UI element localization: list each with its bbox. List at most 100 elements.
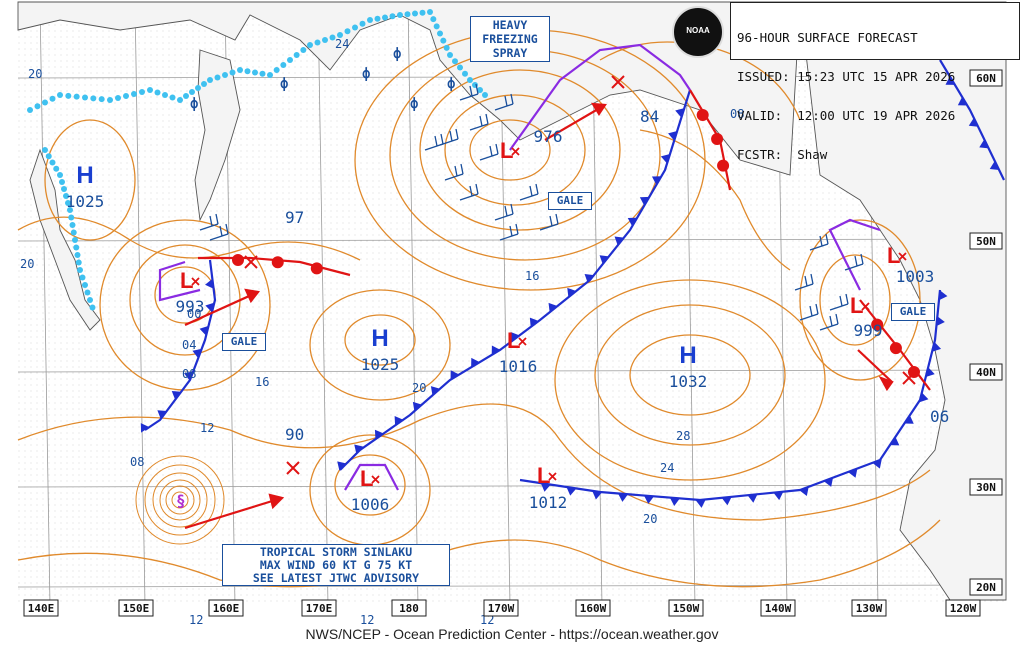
low-symbol: L — [850, 293, 863, 318]
noaa-logo: NOAA — [672, 6, 724, 58]
ice-accretion-symbols: ф ф ф ф ф ф — [190, 46, 455, 112]
header-title: 96-HOUR SURFACE FORECAST — [737, 30, 918, 45]
svg-text:170E: 170E — [306, 602, 333, 615]
low-pressure-value: 999 — [854, 321, 883, 340]
low-symbol: L — [180, 268, 193, 293]
lon-label: 160E — [208, 599, 244, 617]
spray-line-3: SPRAY — [492, 46, 528, 60]
noaa-logo-text: NOAA — [686, 26, 710, 35]
lat-label: 40N — [969, 363, 1003, 381]
low-symbol: L — [507, 328, 520, 353]
high-pressure-center: H 1025 — [66, 162, 105, 211]
low-pressure-center: L 976 — [500, 127, 562, 163]
isobar-label: 24 — [660, 461, 674, 475]
low-symbol: L — [360, 466, 373, 491]
coastlines — [17, 1, 1007, 601]
low-pressure-center: L 999 — [850, 293, 882, 340]
svg-text:130W: 130W — [856, 602, 883, 615]
lon-label: 150E — [118, 599, 154, 617]
tropical-line-2: MAX WIND 60 KT G 75 KT — [259, 558, 413, 572]
svg-text:160E: 160E — [213, 602, 240, 615]
svg-text:20N: 20N — [976, 581, 996, 594]
isobar-label: 28 — [676, 429, 690, 443]
lon-label: 140W — [760, 599, 796, 617]
forecast-position-markers — [244, 75, 916, 475]
lon-label: 170E — [301, 599, 337, 617]
low-pressure-center: L 993 — [176, 268, 205, 316]
low-pressure-center: L 1006 — [351, 466, 390, 514]
tropical-storm-symbol: § — [176, 491, 186, 510]
high-symbol: H — [371, 325, 388, 352]
high-pressure-center: H 1025 — [361, 325, 400, 374]
low-pressure-value: 1012 — [529, 493, 568, 512]
lon-label: 170W — [483, 599, 519, 617]
svg-text:ф: ф — [393, 46, 401, 62]
spray-line-1: HEAVY — [492, 18, 528, 32]
svg-text:30N: 30N — [976, 481, 996, 494]
svg-text:ф: ф — [447, 76, 455, 92]
isobars — [17, 29, 941, 588]
heavy-freezing-spray-label: HEAVY FREEZING SPRAY — [470, 16, 550, 62]
svg-text:140W: 140W — [765, 602, 792, 615]
isobar-label: 12 — [200, 421, 214, 435]
lat-label: 20N — [969, 578, 1003, 596]
forecast-header: 96-HOUR SURFACE FORECAST ISSUED: 15:23 U… — [730, 2, 1020, 161]
wind-barbs — [199, 83, 864, 331]
svg-text:ф: ф — [362, 66, 370, 82]
lat-label: 60N — [969, 69, 1003, 87]
low-pressure-value: 1006 — [351, 495, 390, 514]
svg-text:ф: ф — [410, 96, 418, 112]
lon-label: 120W — [945, 599, 981, 617]
lon-label: 130W — [851, 599, 887, 617]
isobar-label: 20 — [412, 381, 426, 395]
svg-text:ф: ф — [190, 96, 198, 112]
isobar-label: 20 — [20, 257, 34, 271]
lat-label: 30N — [969, 478, 1003, 496]
isobar-label: 97 — [285, 208, 304, 227]
svg-text:180: 180 — [399, 602, 419, 615]
low-symbol: L — [887, 243, 900, 268]
ice-edge — [27, 9, 488, 311]
isobar-label: 16 — [525, 269, 539, 283]
isobar-label: 08 — [182, 367, 196, 381]
low-pressure-center: L 1012 — [529, 463, 568, 512]
isobar-label: 20 — [643, 512, 657, 526]
header-forecaster: FCSTR: Shaw — [737, 147, 828, 162]
isobar-label: 06 — [930, 407, 949, 426]
isobar-label: 04 — [182, 338, 196, 352]
isobar-label: 24 — [335, 37, 349, 51]
storm-track-arrows — [184, 102, 894, 530]
low-pressure-value: 1016 — [499, 357, 538, 376]
tropical-line-3: SEE LATEST JTWC ADVISORY — [252, 571, 420, 585]
svg-text:120W: 120W — [950, 602, 977, 615]
gale-label-3: GALE — [891, 303, 935, 321]
spray-line-2: FREEZING — [482, 32, 538, 46]
tropical-storm-isobars — [135, 455, 225, 545]
gale-label-2: GALE — [222, 333, 266, 351]
isobar-label: 00 — [187, 307, 201, 321]
high-pressure-value: 1025 — [66, 192, 105, 211]
axis-labels: 140E 150E 160E 170E 180 170W 160W 150W 140W 130W 1… — [23, 69, 1003, 617]
isobar-label: 20 — [28, 67, 42, 81]
low-pressure-value: 976 — [534, 127, 563, 146]
low-pressure-center: L 1016 — [499, 328, 538, 376]
high-symbol: H — [679, 342, 696, 369]
lon-label: 150W — [668, 599, 704, 617]
isobar-label: 08 — [130, 455, 144, 469]
isobar-label: 12 — [360, 613, 374, 627]
isobar-label: 08 — [730, 107, 744, 121]
low-symbol: L — [537, 463, 550, 488]
svg-text:40N: 40N — [976, 366, 996, 379]
high-pressure-value: 1025 — [361, 355, 400, 374]
isobar-label: 90 — [285, 425, 304, 444]
gale-label-1: GALE — [548, 192, 592, 210]
svg-text:50N: 50N — [976, 235, 996, 248]
low-symbol: L — [500, 138, 513, 163]
fronts — [140, 43, 1005, 508]
high-pressure-center: H 1032 — [669, 342, 708, 391]
svg-text:140E: 140E — [28, 602, 55, 615]
lat-label: 50N — [969, 232, 1003, 250]
